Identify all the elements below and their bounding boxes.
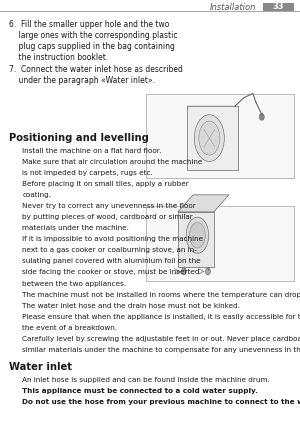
Text: the instruction booklet.: the instruction booklet.	[9, 53, 108, 62]
Text: The machine must not be installed in rooms where the temperature can drop below : The machine must not be installed in roo…	[22, 292, 300, 298]
Text: Make sure that air circulation around the machine: Make sure that air circulation around th…	[22, 159, 203, 165]
Text: sulating panel covered with aluminium foil on the: sulating panel covered with aluminium fo…	[22, 258, 201, 264]
Text: An inlet hose is supplied and can be found inside the machine drum.: An inlet hose is supplied and can be fou…	[22, 377, 270, 382]
Text: If it is impossible to avoid positioning the machine: If it is impossible to avoid positioning…	[22, 236, 204, 242]
FancyBboxPatch shape	[262, 3, 294, 11]
Text: plug caps supplied in the bag containing: plug caps supplied in the bag containing	[9, 42, 175, 51]
Text: by putting pieces of wood, cardboard or similar: by putting pieces of wood, cardboard or …	[22, 214, 193, 220]
Text: Please ensure that when the appliance is installed, it is easily accessible for : Please ensure that when the appliance is…	[22, 314, 300, 320]
Bar	[187, 106, 238, 170]
Circle shape	[260, 113, 264, 120]
Ellipse shape	[190, 223, 205, 248]
Text: the event of a breakdown.: the event of a breakdown.	[22, 325, 118, 331]
Text: 6.  Fill the smaller upper hole and the two: 6. Fill the smaller upper hole and the t…	[9, 20, 169, 29]
Bar	[146, 206, 294, 280]
Ellipse shape	[194, 115, 224, 162]
Text: materials under the machine.: materials under the machine.	[22, 225, 129, 231]
Text: Install the machine on a flat hard floor.: Install the machine on a flat hard floor…	[22, 148, 162, 154]
Text: Before placing it on small tiles, apply a rubber: Before placing it on small tiles, apply …	[22, 181, 189, 187]
Text: between the two appliances.: between the two appliances.	[22, 280, 127, 286]
Text: This appliance must be connected to a cold water supply.: This appliance must be connected to a co…	[22, 388, 258, 394]
Text: side facing the cooker or stove, must be inserted: side facing the cooker or stove, must be…	[22, 269, 200, 275]
Text: The water inlet hose and the drain hose must not be kinked.: The water inlet hose and the drain hose …	[22, 303, 241, 309]
Text: Never try to correct any unevenness in the floor: Never try to correct any unevenness in t…	[22, 203, 196, 209]
Text: similar materials under the machine to compensate for any unevenness in the floo: similar materials under the machine to c…	[22, 347, 300, 353]
Polygon shape	[178, 212, 214, 267]
Text: under the paragraph «Water inlet».: under the paragraph «Water inlet».	[9, 76, 155, 85]
Text: 7.  Connect the water inlet hose as described: 7. Connect the water inlet hose as descr…	[9, 65, 183, 74]
Circle shape	[206, 268, 210, 275]
Text: large ones with the corresponding plastic: large ones with the corresponding plasti…	[9, 31, 178, 40]
Text: Water inlet: Water inlet	[9, 362, 72, 372]
Ellipse shape	[186, 217, 209, 253]
Bar	[146, 94, 294, 178]
Text: Positioning and levelling: Positioning and levelling	[9, 133, 149, 143]
Text: is not impeded by carpets, rugs etc.: is not impeded by carpets, rugs etc.	[22, 170, 153, 176]
Text: Carefully level by screwing the adjustable feet in or out. Never place cardboard: Carefully level by screwing the adjustab…	[22, 336, 300, 342]
Text: Installation: Installation	[210, 3, 256, 12]
Ellipse shape	[199, 121, 220, 155]
Text: coating.: coating.	[22, 192, 52, 198]
Circle shape	[182, 268, 186, 275]
Polygon shape	[178, 195, 229, 212]
Text: Do not use the hose from your previous machine to connect to the water supply.: Do not use the hose from your previous m…	[22, 399, 300, 405]
Text: next to a gas cooker or coalburning stove, an in-: next to a gas cooker or coalburning stov…	[22, 247, 197, 253]
Text: 33: 33	[272, 2, 284, 11]
